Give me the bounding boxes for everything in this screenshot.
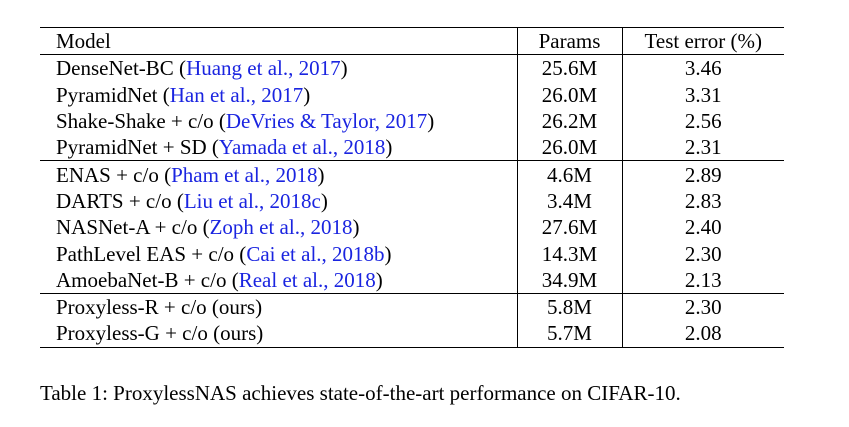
model-cell: Shake-Shake + c/o (DeVries & Taylor, 201… bbox=[56, 109, 435, 134]
params-cell: 26.0M bbox=[516, 134, 622, 161]
error-cell: 2.56 bbox=[621, 107, 784, 135]
params-cell: 27.6M bbox=[516, 214, 622, 241]
params-cell: 4.6M bbox=[516, 160, 622, 188]
model-cell: ENAS + c/o (Pham et al., 2018) bbox=[40, 160, 517, 188]
params-cell: 5.7M bbox=[516, 320, 622, 348]
best-error-cell: 2.08 bbox=[621, 320, 784, 348]
table-row: PyramidNet (Han et al., 2017) 26.0M 3.31 bbox=[40, 81, 784, 108]
citation-link[interactable]: Liu et al., 2018c bbox=[183, 188, 321, 213]
table-row: DenseNet-BC (Huang et al., 2017) 25.6M 3… bbox=[40, 54, 784, 82]
citation-link[interactable]: Yamada et al., 2018 bbox=[218, 135, 386, 160]
params-cell: 3.4M bbox=[516, 187, 622, 215]
model-cell: Proxyless-G + c/o (ours) bbox=[40, 320, 517, 348]
table-row: Shake-Shake + c/o (DeVries & Taylor, 201… bbox=[40, 107, 784, 135]
error-cell: 2.31 bbox=[621, 134, 784, 161]
header-row: Model Params Test error (%) bbox=[40, 26, 784, 56]
error-cell: 2.89 bbox=[621, 160, 784, 188]
citation-link[interactable]: Han et al., 2017 bbox=[169, 82, 304, 107]
citation-link[interactable]: Huang et al., 2017 bbox=[186, 56, 341, 81]
table-row: ENAS + c/o (Pham et al., 2018) 4.6M 2.89 bbox=[40, 160, 784, 188]
model-cell: AmoebaNet-B + c/o (Real et al., 2018) bbox=[56, 267, 383, 292]
model-cell: DARTS + c/o (Liu et al., 2018c) bbox=[56, 188, 328, 213]
citation-link[interactable]: Pham et al., 2018 bbox=[171, 162, 318, 187]
citation-link[interactable]: Real et al., 2018 bbox=[238, 267, 376, 292]
params-cell: 5.8M bbox=[516, 292, 622, 321]
error-cell: 2.30 bbox=[621, 240, 784, 267]
citation-link[interactable]: DeVries & Taylor, 2017 bbox=[225, 109, 428, 134]
error-cell: 3.31 bbox=[621, 81, 784, 108]
header-model: Model bbox=[40, 26, 517, 56]
table-caption: Table 1: ProxylessNAS achieves state-of-… bbox=[40, 381, 681, 405]
params-cell: 14.3M bbox=[516, 240, 622, 267]
table-row: NASNet-A + c/o (Zoph et al., 2018) 27.6M… bbox=[40, 214, 784, 241]
table-row: AmoebaNet-B + c/o (Real et al., 2018) 34… bbox=[40, 266, 784, 294]
model-cell: Proxyless-R + c/o (ours) bbox=[40, 292, 517, 321]
header-test-error: Test error (%) bbox=[621, 26, 784, 56]
model-cell: NASNet-A + c/o (Zoph et al., 2018) bbox=[56, 215, 360, 240]
params-cell: 26.0M bbox=[516, 81, 622, 108]
table-row: Proxyless-R + c/o (ours) 5.8M 2.30 bbox=[40, 292, 784, 321]
error-cell: 3.46 bbox=[621, 54, 784, 82]
header-params: Params bbox=[516, 26, 622, 56]
table-row: PathLevel EAS + c/o (Cai et al., 2018b) … bbox=[40, 240, 784, 267]
citation-link[interactable]: Zoph et al., 2018 bbox=[209, 215, 353, 240]
params-cell: 25.6M bbox=[516, 54, 622, 82]
params-cell: 34.9M bbox=[516, 266, 622, 294]
table-row: DARTS + c/o (Liu et al., 2018c) 3.4M 2.8… bbox=[40, 187, 784, 215]
table-row: Proxyless-G + c/o (ours) 5.7M 2.08 bbox=[40, 320, 784, 348]
results-table: Model Params Test error (%) DenseNet-BC … bbox=[40, 26, 784, 348]
model-cell: PyramidNet (Han et al., 2017) bbox=[56, 82, 311, 107]
table-row: PyramidNet + SD (Yamada et al., 2018) 26… bbox=[40, 134, 784, 161]
error-cell: 2.13 bbox=[621, 266, 784, 294]
model-cell: PyramidNet + SD (Yamada et al., 2018) bbox=[56, 135, 393, 160]
model-cell: DenseNet-BC (Huang et al., 2017) bbox=[56, 56, 348, 81]
error-cell: 2.30 bbox=[621, 292, 784, 321]
error-cell: 2.83 bbox=[621, 187, 784, 215]
params-cell: 26.2M bbox=[516, 107, 622, 135]
citation-link[interactable]: Cai et al., 2018b bbox=[246, 241, 385, 266]
error-cell: 2.40 bbox=[621, 214, 784, 241]
model-cell: PathLevel EAS + c/o (Cai et al., 2018b) bbox=[56, 241, 392, 266]
